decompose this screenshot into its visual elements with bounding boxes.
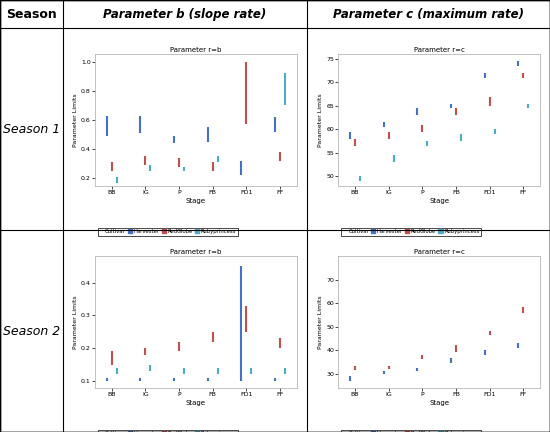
X-axis label: Stage: Stage xyxy=(186,197,206,203)
X-axis label: Stage: Stage xyxy=(429,400,449,406)
Text: Season: Season xyxy=(6,7,57,21)
Text: Season 2: Season 2 xyxy=(3,324,60,337)
Text: Season 1: Season 1 xyxy=(3,123,60,136)
Legend: Cultivar, Harvester, RedGlobe, Rubyprincess: Cultivar, Harvester, RedGlobe, Rubyprinc… xyxy=(341,228,481,236)
Title: Parameter r=c: Parameter r=c xyxy=(414,47,465,53)
Text: Parameter c (maximum rate): Parameter c (maximum rate) xyxy=(333,7,524,21)
Y-axis label: Parameter Limits: Parameter Limits xyxy=(318,295,323,349)
Legend: Cultivar, Harvester, RedGlobe, Rubyprincess: Cultivar, Harvester, RedGlobe, Rubyprinc… xyxy=(97,429,238,432)
Title: Parameter r=b: Parameter r=b xyxy=(170,47,222,53)
Title: Parameter r=c: Parameter r=c xyxy=(414,248,465,254)
Legend: Cultivar, Harvester, RedGlobe, Rubyprincess: Cultivar, Harvester, RedGlobe, Rubyprinc… xyxy=(97,228,238,236)
Y-axis label: Parameter Limits: Parameter Limits xyxy=(73,93,78,147)
Legend: Cultivar, Harvester, RedGlobe, Rubyprincess: Cultivar, Harvester, RedGlobe, Rubyprinc… xyxy=(341,429,481,432)
X-axis label: Stage: Stage xyxy=(186,400,206,406)
Y-axis label: Parameter Limits: Parameter Limits xyxy=(73,295,78,349)
X-axis label: Stage: Stage xyxy=(429,197,449,203)
Title: Parameter r=b: Parameter r=b xyxy=(170,248,222,254)
Text: Parameter b (slope rate): Parameter b (slope rate) xyxy=(103,7,267,21)
Y-axis label: Parameter Limits: Parameter Limits xyxy=(318,93,323,147)
